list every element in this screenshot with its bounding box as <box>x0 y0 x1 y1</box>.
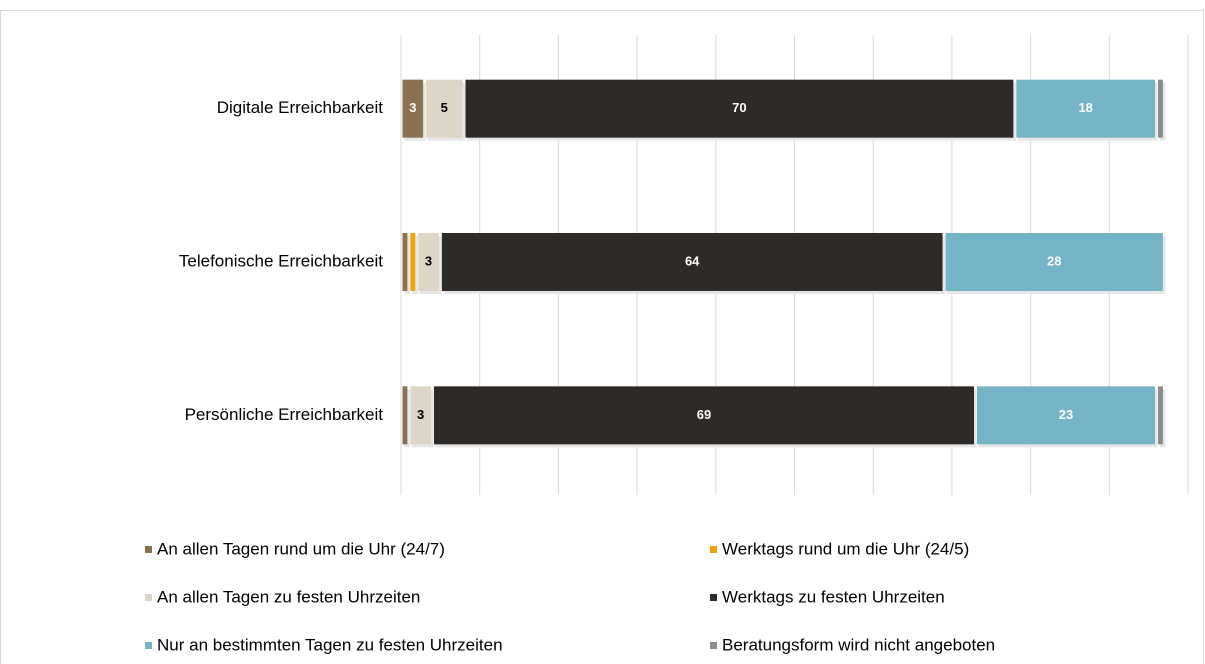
bar-segment <box>441 233 943 291</box>
value-label: 28 <box>1047 253 1061 268</box>
value-label: 3 <box>417 407 424 422</box>
bar-segment <box>945 233 1163 291</box>
bar-segment <box>410 233 416 291</box>
legend-marker <box>145 642 152 649</box>
value-label: 69 <box>697 407 711 422</box>
bar-segment <box>1158 79 1163 138</box>
bar-segment <box>418 233 439 291</box>
legend-marker <box>145 546 152 553</box>
value-label: 18 <box>1078 100 1092 115</box>
legend-marker <box>710 594 717 601</box>
category-label: Persönliche Erreichbarkeit <box>185 405 384 424</box>
legend-marker <box>710 642 717 649</box>
legend-label: Beratungsform wird nicht angeboten <box>722 635 995 654</box>
bar-segment <box>465 79 1014 138</box>
bar-segment <box>433 386 975 445</box>
category-label: Digitale Erreichbarkeit <box>217 98 384 117</box>
bar-segment <box>426 79 463 138</box>
value-label: 3 <box>409 100 416 115</box>
value-label: 70 <box>732 100 746 115</box>
value-label: 5 <box>441 100 448 115</box>
category-label: Telefonische Erreichbarkeit <box>179 251 383 270</box>
legend-marker <box>710 546 717 553</box>
bar-segment <box>402 79 424 138</box>
bar-segment <box>402 233 408 291</box>
bar-segment <box>1016 79 1156 138</box>
bar-segment <box>977 386 1156 445</box>
chart-border <box>0 10 1204 664</box>
value-label: 3 <box>425 253 432 268</box>
bar-segment <box>410 386 431 445</box>
legend-label: Werktags zu festen Uhrzeiten <box>722 587 945 606</box>
legend-label: An allen Tagen zu festen Uhrzeiten <box>157 587 420 606</box>
value-label: 64 <box>685 253 700 268</box>
bar-segment <box>1158 386 1163 445</box>
bar-segment <box>402 386 408 445</box>
legend-label: An allen Tagen rund um die Uhr (24/7) <box>157 539 445 558</box>
legend-marker <box>145 594 152 601</box>
legend-label: Nur an bestimmten Tagen zu festen Uhrzei… <box>157 635 503 654</box>
legend-label: Werktags rund um die Uhr (24/5) <box>722 539 969 558</box>
value-label: 23 <box>1059 407 1073 422</box>
